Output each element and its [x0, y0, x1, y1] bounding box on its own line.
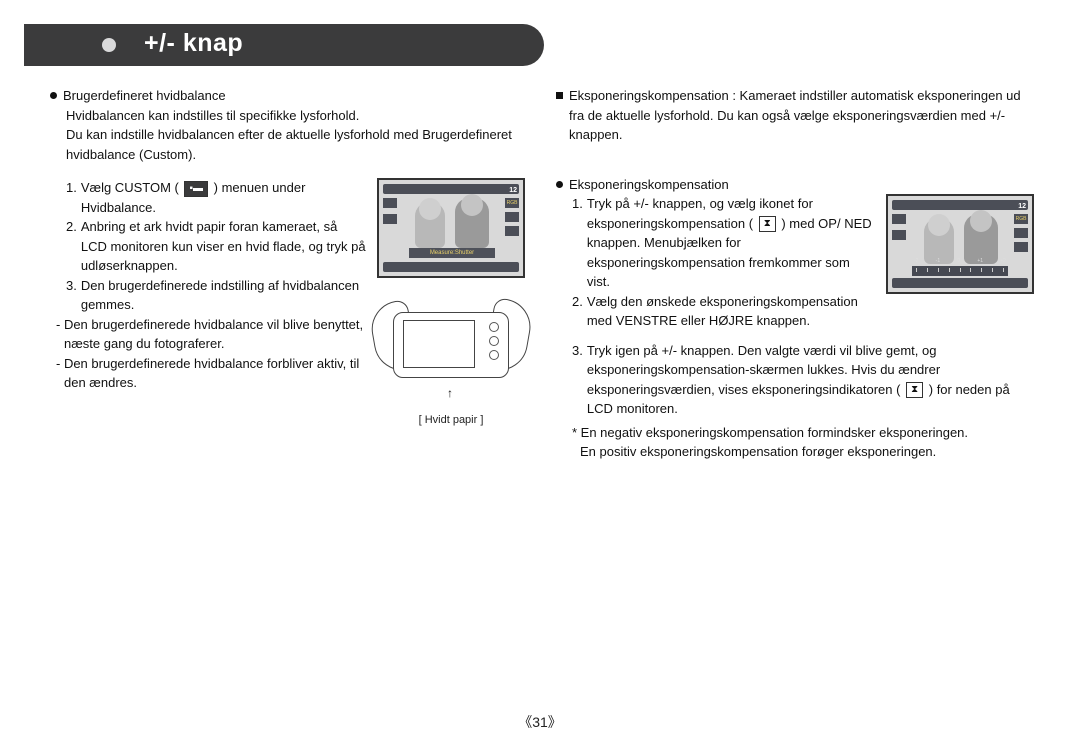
left-section-title: Brugerdefineret hvidbalance [63, 86, 226, 106]
step-text: Tryk på +/- knappen, og vælg ikonet for … [587, 194, 876, 292]
right-steps-1-2: 1. Tryk på +/- knappen, og vælg ikonet f… [550, 194, 876, 331]
camera-screen [403, 320, 475, 368]
step-number: 2. [66, 217, 77, 276]
step-text: Tryk igen på +/- knappen. Den valgte vær… [587, 341, 1036, 419]
custom-wb-icon: ▪▬ [184, 181, 208, 197]
step-text: Anbring et ark hvidt papir foran kamerae… [81, 217, 366, 276]
lcd-topright-num: 12 [1018, 202, 1026, 213]
left-steps: 1. Vælg CUSTOM ( ▪▬ ) menuen under Hvidb… [44, 178, 366, 429]
figure-caption: [ Hvidt papir ] [419, 412, 484, 429]
left-section-heading: Brugerdefineret hvidbalance [50, 86, 526, 106]
left-column: Brugerdefineret hvidbalance Hvidbalancen… [44, 86, 526, 462]
left-intro-2: Du kan indstille hvidbalancen efter de a… [66, 125, 526, 164]
content-columns: Brugerdefineret hvidbalance Hvidbalancen… [44, 86, 1036, 462]
right-section-title: Eksponeringskompensation [569, 175, 729, 195]
camera-in-hands-illustration: ↑ [377, 294, 525, 390]
ev-ticks [916, 268, 1004, 274]
lcd-preview-wb: 12 RGB Measure:Shutter [377, 178, 525, 278]
lcd-ev-bar: -2 -1 0 +1 +2 [912, 266, 1008, 276]
left-intro-1: Hvidbalancen kan indstilles til specifik… [66, 106, 526, 126]
lcd-side-icons: RGB [1014, 214, 1028, 270]
page: +/- knap Brugerdefineret hvidbalance Hvi… [0, 0, 1080, 746]
step-number: 3. [66, 276, 77, 315]
lcd-side-icons: RGB [505, 198, 519, 254]
left-step-1: 1. Vælg CUSTOM ( ▪▬ ) menuen under Hvidb… [66, 178, 366, 217]
right-note-1: * En negativ eksponeringskompensation fo… [572, 423, 1036, 443]
left-step-3: 3. Den brugerdefinerede indstilling af h… [66, 276, 366, 315]
left-step3-sub2: - Den brugerdefinerede hvidbalance forbl… [56, 354, 366, 393]
right-section-heading: Eksponeringskompensation [556, 175, 1036, 195]
header-bar: +/- knap [44, 24, 1036, 66]
step-number: 1. [572, 194, 583, 292]
ev-icon: ⧗ [906, 382, 923, 398]
lcd-measure-label: Measure:Shutter [409, 248, 495, 258]
right-figure: 12 RGB -2 -1 [886, 194, 1036, 331]
step-text: Vælg den ønskede eksponeringskompensatio… [587, 292, 876, 331]
lcd-statusbar [892, 278, 1028, 288]
bullet-icon [50, 92, 57, 99]
lcd-statusbar [383, 262, 519, 272]
left-step3-sub1: - Den brugerdefinerede hvidbalance vil b… [56, 315, 366, 354]
left-step-2: 2. Anbring et ark hvidt papir foran kame… [66, 217, 366, 276]
ev-icon: ⧗ [759, 216, 776, 232]
right-step-2: 2. Vælg den ønskede eksponeringskompensa… [572, 292, 876, 331]
right-top-text: Eksponeringskompensation : Kameraet inds… [569, 86, 1036, 145]
step-number: 2. [572, 292, 583, 331]
lcd-left-icons [892, 214, 906, 240]
lcd-left-icons [383, 198, 397, 224]
step-number: 1. [66, 178, 77, 217]
page-title: +/- knap [144, 29, 243, 58]
lcd-topbar [383, 184, 519, 194]
right-step-1: 1. Tryk på +/- knappen, og vælg ikonet f… [572, 194, 876, 292]
step-text: Den brugerdefinerede indstilling af hvid… [81, 276, 366, 315]
ev-labels: -2 -1 0 +1 +2 [914, 258, 1006, 266]
right-step-3: 3. Tryk igen på +/- knappen. Den valgte … [572, 341, 1036, 419]
header-dot-icon [102, 38, 116, 52]
right-note-2: En positiv eksponeringskompensation forø… [580, 442, 1036, 462]
right-column: Eksponeringskompensation : Kameraet inds… [550, 86, 1036, 462]
lcd-people-graphic [407, 196, 499, 254]
page-number: 《31》 [0, 712, 1080, 732]
right-top-block: Eksponeringskompensation : Kameraet inds… [556, 86, 1036, 145]
bullet-icon [556, 181, 563, 188]
lcd-topright-num: 12 [509, 186, 517, 197]
step-number: 3. [572, 341, 583, 419]
camera-buttons [489, 322, 503, 366]
lcd-preview-ev: 12 RGB -2 -1 [886, 194, 1034, 294]
left-figures: 12 RGB Measure:Shutter [376, 178, 526, 429]
square-bullet-icon [556, 92, 563, 99]
arrow-up-icon: ↑ [447, 384, 453, 402]
lcd-topbar [892, 200, 1028, 210]
step-text: Vælg CUSTOM ( ▪▬ ) menuen under Hvidbala… [81, 178, 366, 217]
